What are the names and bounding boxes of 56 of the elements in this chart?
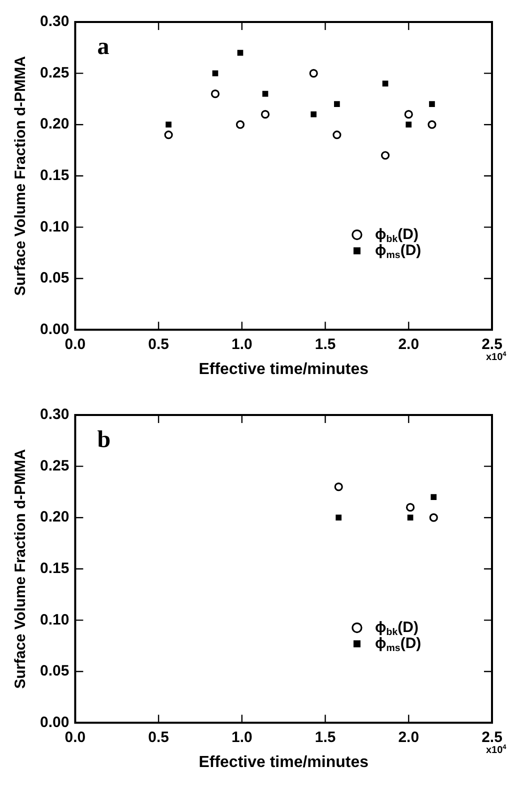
y-tick-label: 0.10 bbox=[40, 218, 70, 236]
y-tick-label: 0.25 bbox=[40, 457, 70, 474]
point bbox=[381, 151, 390, 160]
x-tick-label: 0.5 bbox=[148, 728, 169, 746]
y-tick-label: 0.25 bbox=[40, 64, 70, 82]
point bbox=[382, 80, 388, 86]
point bbox=[309, 69, 318, 78]
x-tick-label: 2.5 bbox=[482, 728, 502, 746]
y-tick-label: 0.00 bbox=[40, 714, 70, 731]
point bbox=[236, 120, 245, 129]
y-tick-label: 0.20 bbox=[40, 508, 70, 526]
x-tick-label: 1.5 bbox=[314, 728, 336, 746]
text: a bbox=[97, 34, 110, 60]
y-axis-title: Surface Volume Fraction d-PMMA bbox=[12, 56, 30, 296]
x-tick-label: 1.0 bbox=[231, 728, 252, 746]
point bbox=[210, 90, 220, 98]
point bbox=[429, 101, 435, 107]
y-tick-label: 0.15 bbox=[40, 560, 70, 578]
x-tick-label: 0.5 bbox=[148, 336, 169, 353]
point bbox=[260, 110, 270, 119]
point bbox=[429, 513, 438, 522]
point bbox=[212, 70, 218, 76]
point bbox=[428, 120, 436, 129]
x-tick-label: 2.0 bbox=[398, 336, 420, 353]
point bbox=[406, 122, 412, 128]
x-tick-label: 1.0 bbox=[231, 336, 252, 353]
point bbox=[332, 130, 342, 140]
y-tick-label: 0.05 bbox=[40, 270, 70, 287]
y-tick-label: 0.20 bbox=[40, 116, 70, 133]
y-axis-title: Surface Volume Fraction d-PMMA bbox=[12, 448, 30, 689]
y-tick-label: 0.00 bbox=[40, 320, 70, 338]
x-axis-title: Effective time/minutes bbox=[198, 360, 369, 378]
y-tick-label: 0.10 bbox=[40, 611, 70, 628]
point bbox=[430, 494, 437, 500]
point bbox=[237, 50, 244, 56]
x-tick-label: 2.0 bbox=[398, 728, 420, 746]
x-axis-title: Effective time/minutes bbox=[198, 754, 369, 771]
y-tick-label: 0.30 bbox=[40, 13, 70, 30]
point bbox=[334, 482, 343, 492]
x-tick-label: 0.0 bbox=[64, 728, 86, 746]
point bbox=[166, 122, 172, 128]
point bbox=[336, 514, 342, 521]
point bbox=[407, 514, 414, 521]
point bbox=[334, 101, 340, 107]
point bbox=[406, 503, 415, 512]
point bbox=[404, 110, 413, 119]
x-tick-label: 0.0 bbox=[64, 336, 86, 353]
y-tick-label: 0.30 bbox=[40, 406, 70, 424]
y-tick-label: 0.15 bbox=[40, 167, 70, 184]
point bbox=[164, 130, 173, 140]
x-tick-label: 2.5 bbox=[482, 336, 502, 353]
point bbox=[262, 90, 268, 97]
y-tick-label: 0.05 bbox=[40, 662, 70, 680]
point bbox=[310, 111, 317, 118]
x-tick-label: 1.5 bbox=[314, 336, 336, 353]
text: b bbox=[97, 427, 111, 453]
